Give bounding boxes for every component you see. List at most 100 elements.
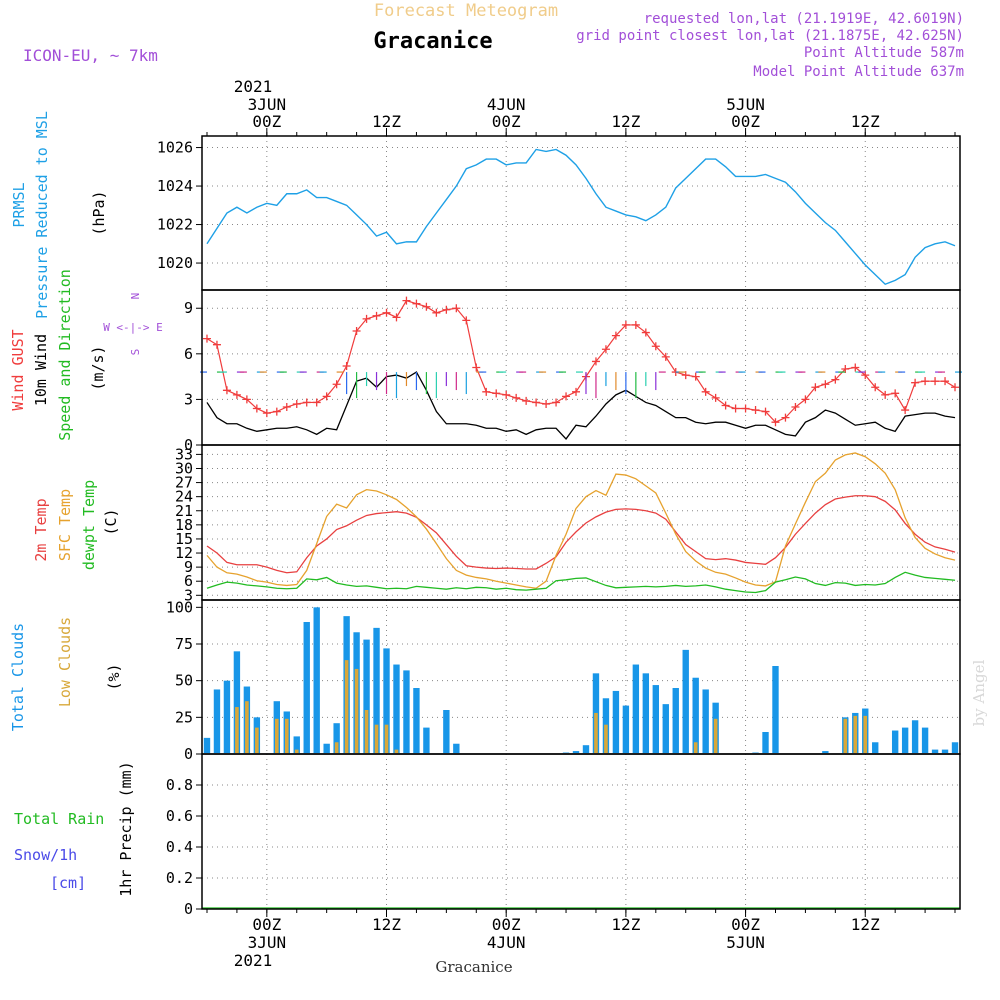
total-cloud-bar [842,717,849,753]
pressure-msl-label: Pressure Reduced to MSL [33,111,51,319]
top-tick-date-4: 5JUN [726,95,765,114]
wind-label: 10m Wind [32,334,50,406]
gust-marker [532,398,541,407]
gust-marker [851,363,860,372]
total-cloud-bar [323,743,330,753]
bottom-tick-time-5: 12Z [851,915,880,934]
total-cloud-bar [333,723,340,753]
low-cloud-bar [604,724,608,753]
gust-marker [562,392,571,401]
gust-marker [731,404,740,413]
clouds-ytick-label-4: 100 [166,598,193,616]
station-title: Gracanice [373,29,492,54]
total-cloud-bar [283,711,290,753]
total-cloud-bar [453,743,460,753]
gust-marker [711,393,720,402]
gust-marker [601,345,610,354]
gust-marker [202,334,211,343]
total-cloud-bar [582,745,590,753]
low-cloud-bar [853,715,858,753]
top-tick-time-1: 12Z [372,112,401,131]
gust-marker [871,383,880,392]
gust-marker [362,314,371,323]
top-tick-date-0: 3JUN [248,95,287,114]
total-cloud-bar [891,730,899,753]
total-cloud-bar [383,648,390,753]
temp-ytick-label-10: 33 [175,445,193,463]
total-cloud-bar [273,701,280,753]
total-cloud-bar [253,717,261,753]
pressure-ytick-label-0: 1020 [157,254,193,272]
header: Forecast Meteogram Gracanice ICON-EU, ~ … [23,1,964,80]
total-cloud-bar [692,677,699,753]
bottom-tick-time-0: 00Z [252,915,281,934]
low-cloud-bar [255,727,259,753]
bottom-tick-time-2: 00Z [492,915,521,934]
gust-marker [252,404,261,413]
bottom-tick-date-2: 4JUN [487,933,526,952]
temp-ytick-label-0: 3 [184,586,193,604]
direction-label: Speed and Direction [56,269,74,441]
gust-marker [651,342,660,351]
temp-ytick-label-9: 30 [175,459,193,477]
gust-line [206,299,956,423]
total-cloud-bar [353,632,360,753]
precip-frame [201,753,961,910]
wind-ytick-label-3: 9 [184,299,193,317]
gust-marker [701,387,710,396]
pressure-ytick-label-2: 1024 [157,177,193,195]
temp-ytick-label-7: 24 [175,488,193,506]
gust-marker [901,406,910,415]
gust-marker [681,371,690,380]
gust-marker [262,409,271,418]
gust-marker [452,304,461,313]
bottom-tick-time-1: 12Z [372,915,401,934]
gust-marker [941,377,950,386]
compass-s: S [129,349,142,356]
pressure-ytick-label-3: 1026 [157,139,193,157]
gust-marker [841,365,850,374]
precip-ytick-label-0: 0 [184,900,193,918]
gust-marker [222,386,231,395]
gust-label: Wind GUST [9,329,27,410]
gust-marker [422,302,431,311]
wind-frame [201,289,961,446]
clouds-ytick-label-0: 0 [184,745,193,763]
gust-marker [342,361,351,370]
wind-ytick-label-0: 0 [184,436,193,454]
gust-marker [392,313,401,322]
cm-label: [cm] [50,874,86,892]
total-cloud-bar [921,727,929,753]
watermark: by Angel [970,659,988,726]
total-cloud-bar [293,736,300,753]
pressure-ytick-label-1: 1022 [157,216,193,234]
clouds-ytick-label-2: 50 [175,672,193,690]
wind-10m-line [206,371,956,440]
temp-ytick-label-3: 12 [175,544,193,562]
gust-marker [512,393,521,402]
gust-marker [691,372,700,381]
total-cloud-bar [423,727,430,753]
gust-marker [212,340,221,349]
bottom-tick-time-4: 00Z [731,915,760,934]
gust-marker [931,377,940,386]
gust-marker [751,406,760,415]
gust-marker [472,363,481,372]
low-cloud-bar [374,724,379,753]
gust-marker [771,418,780,427]
total-cloud-bar [622,705,630,753]
total-cloud-bar [213,689,221,753]
total-cloud-bar [313,607,320,753]
gust-marker [302,398,311,407]
sfc-label: SFC Temp [56,489,74,561]
low-cloud-bar [843,718,848,753]
gust-marker [442,305,451,314]
total-cloud-bar [662,704,669,753]
top-tick-time-0: 00Z [252,112,281,131]
gust-marker [611,331,620,340]
total-cloud-bar [223,680,231,753]
requested-coords: requested lon,lat (21.1919E, 42.6019N) [644,11,964,27]
low-clouds-label: Low Clouds [56,617,74,707]
total-cloud-bar [911,720,919,753]
gust-marker [282,403,291,412]
